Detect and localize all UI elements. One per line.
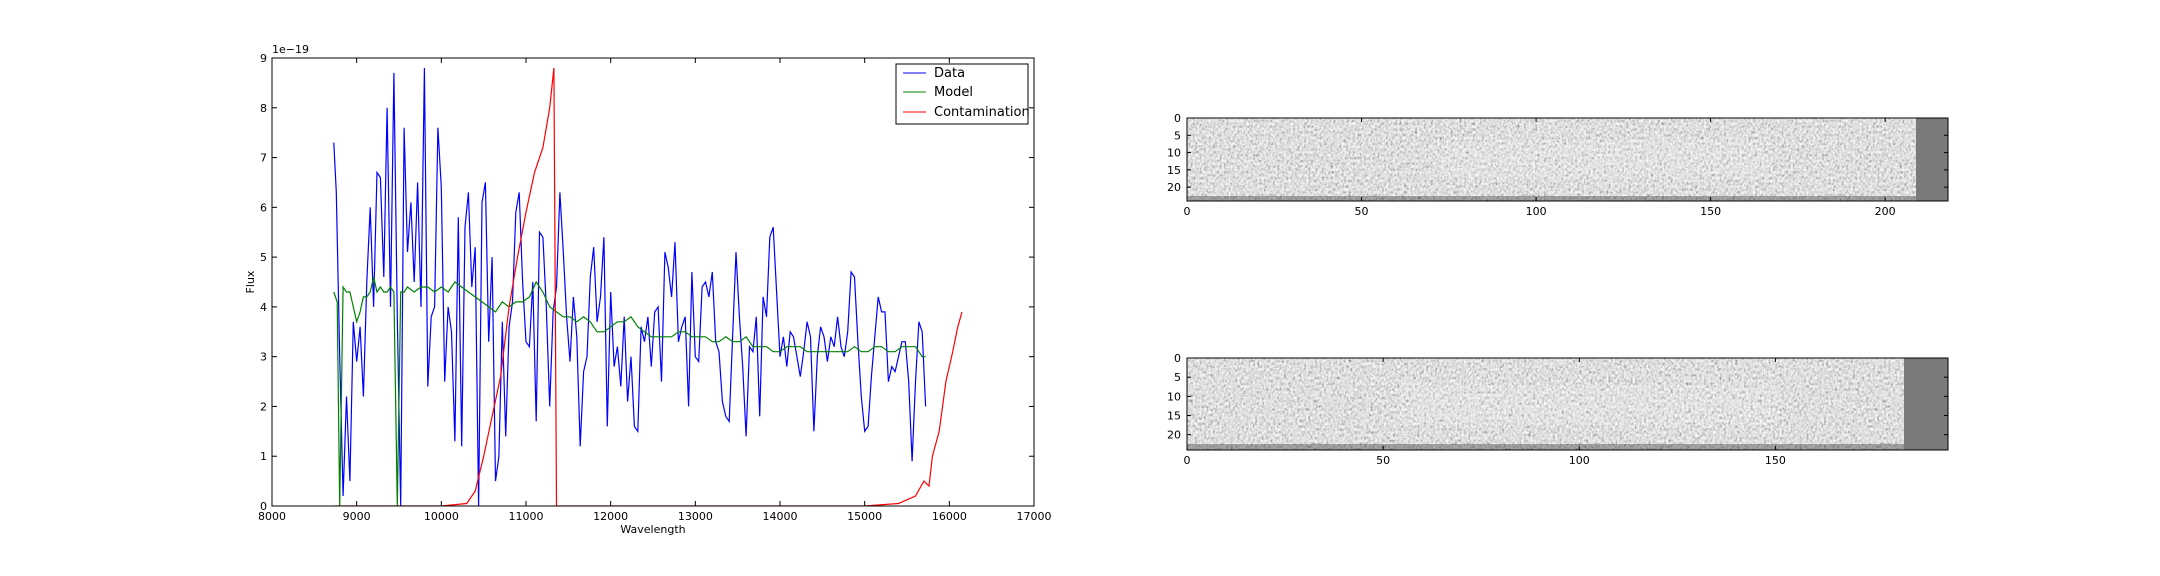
y-tick-label: 2 — [260, 400, 267, 413]
image-panel-bottom: 0 50 100 150 0 5 10 15 20 — [1167, 352, 1949, 467]
image-bottom-y-tick-label: 0 — [1174, 352, 1181, 365]
image-bottom-x-tick-label: 50 — [1376, 454, 1390, 467]
series-line-data — [333, 67, 927, 506]
y-tick-label: 4 — [260, 301, 267, 314]
image-bottom-y-tick-label: 10 — [1167, 390, 1181, 403]
image-bottom-noise — [1187, 358, 1904, 450]
y-tick-label: 6 — [260, 201, 267, 214]
y-tick-label: 7 — [260, 152, 267, 165]
y-tick-label: 9 — [260, 52, 267, 65]
legend-label-model: Model — [934, 85, 973, 100]
image-top-x-tick-label: 150 — [1700, 205, 1721, 218]
y-axis-label: Flux — [244, 270, 257, 293]
image-top-x-tick-label: 0 — [1184, 205, 1191, 218]
image-top-frame — [1186, 117, 1949, 202]
image-bottom-y-tick-label: 15 — [1167, 410, 1181, 423]
x-tick-label: 17000 — [1017, 510, 1052, 523]
spectrum-plot: 8000 9000 10000 11000 12000 13000 14000 15000 16… — [244, 43, 1052, 536]
image-bottom-x-tick-label: 0 — [1184, 454, 1191, 467]
x-axis-label: Wavelength — [620, 523, 685, 536]
image-bottom-glow — [1400, 385, 1780, 425]
image-panel-top: 0 50 100 150 200 0 5 10 15 20 — [1167, 112, 1949, 218]
legend-label-contamination: Contamination — [934, 105, 1030, 120]
x-tick-label: 16000 — [932, 510, 967, 523]
image-bottom-bottom-band — [1187, 444, 1904, 450]
x-tick-label: 15000 — [847, 510, 882, 523]
image-bottom-x-tick-label: 150 — [1765, 454, 1786, 467]
image-top-blank-region — [1916, 118, 1948, 201]
x-tick-label: 13000 — [678, 510, 713, 523]
image-top-glow — [1440, 140, 1770, 178]
image-top-y-tick-label: 0 — [1174, 112, 1181, 125]
legend-label-data: Data — [934, 66, 965, 81]
plot-frame — [271, 57, 1035, 507]
image-top-bottom-band — [1187, 196, 1916, 201]
plot-series — [333, 67, 963, 506]
legend: Data Model Contamination — [895, 63, 1030, 125]
image-bottom-x-tick-label: 100 — [1569, 454, 1590, 467]
image-top-x-ticks: 0 50 100 150 200 — [1184, 118, 1896, 218]
y-tick-label: 1 — [260, 450, 267, 463]
y-tick-label: 8 — [260, 102, 267, 115]
image-top-y-tick-label: 5 — [1174, 129, 1181, 142]
image-bottom-y-ticks: 0 5 10 15 20 — [1167, 352, 1948, 442]
y-ticks: 0 1 2 3 4 5 6 7 8 9 — [260, 52, 1034, 513]
image-top-y-tick-label: 20 — [1167, 181, 1181, 194]
image-top-x-tick-label: 200 — [1875, 205, 1896, 218]
image-bottom-blank-region — [1904, 358, 1948, 450]
series-line-contamination — [333, 67, 963, 506]
y-tick-label: 0 — [260, 500, 267, 513]
x-tick-label: 8000 — [258, 510, 286, 523]
image-top-y-ticks: 0 5 10 15 20 — [1167, 112, 1948, 194]
x-tick-label: 11000 — [509, 510, 544, 523]
legend-box — [895, 63, 1029, 125]
y-tick-label: 3 — [260, 351, 267, 364]
x-tick-label: 12000 — [593, 510, 628, 523]
x-tick-label: 9000 — [343, 510, 371, 523]
image-top-noise — [1187, 118, 1916, 201]
image-top-x-tick-label: 50 — [1355, 205, 1369, 218]
series-line-model — [333, 276, 926, 506]
x-tick-label: 10000 — [424, 510, 459, 523]
image-top-x-tick-label: 100 — [1526, 205, 1547, 218]
y-offset-text: 1e−19 — [272, 43, 309, 56]
image-top-y-tick-label: 15 — [1167, 164, 1181, 177]
image-top-y-tick-label: 10 — [1167, 147, 1181, 160]
y-tick-label: 5 — [260, 251, 267, 264]
image-bottom-y-tick-label: 20 — [1167, 429, 1181, 442]
x-ticks: 8000 9000 10000 11000 12000 13000 14000 15000 16… — [258, 58, 1052, 523]
image-bottom-frame — [1186, 357, 1949, 451]
image-bottom-y-tick-label: 5 — [1174, 371, 1181, 384]
image-bottom-x-ticks: 0 50 100 150 — [1184, 358, 1786, 467]
x-tick-label: 14000 — [763, 510, 798, 523]
